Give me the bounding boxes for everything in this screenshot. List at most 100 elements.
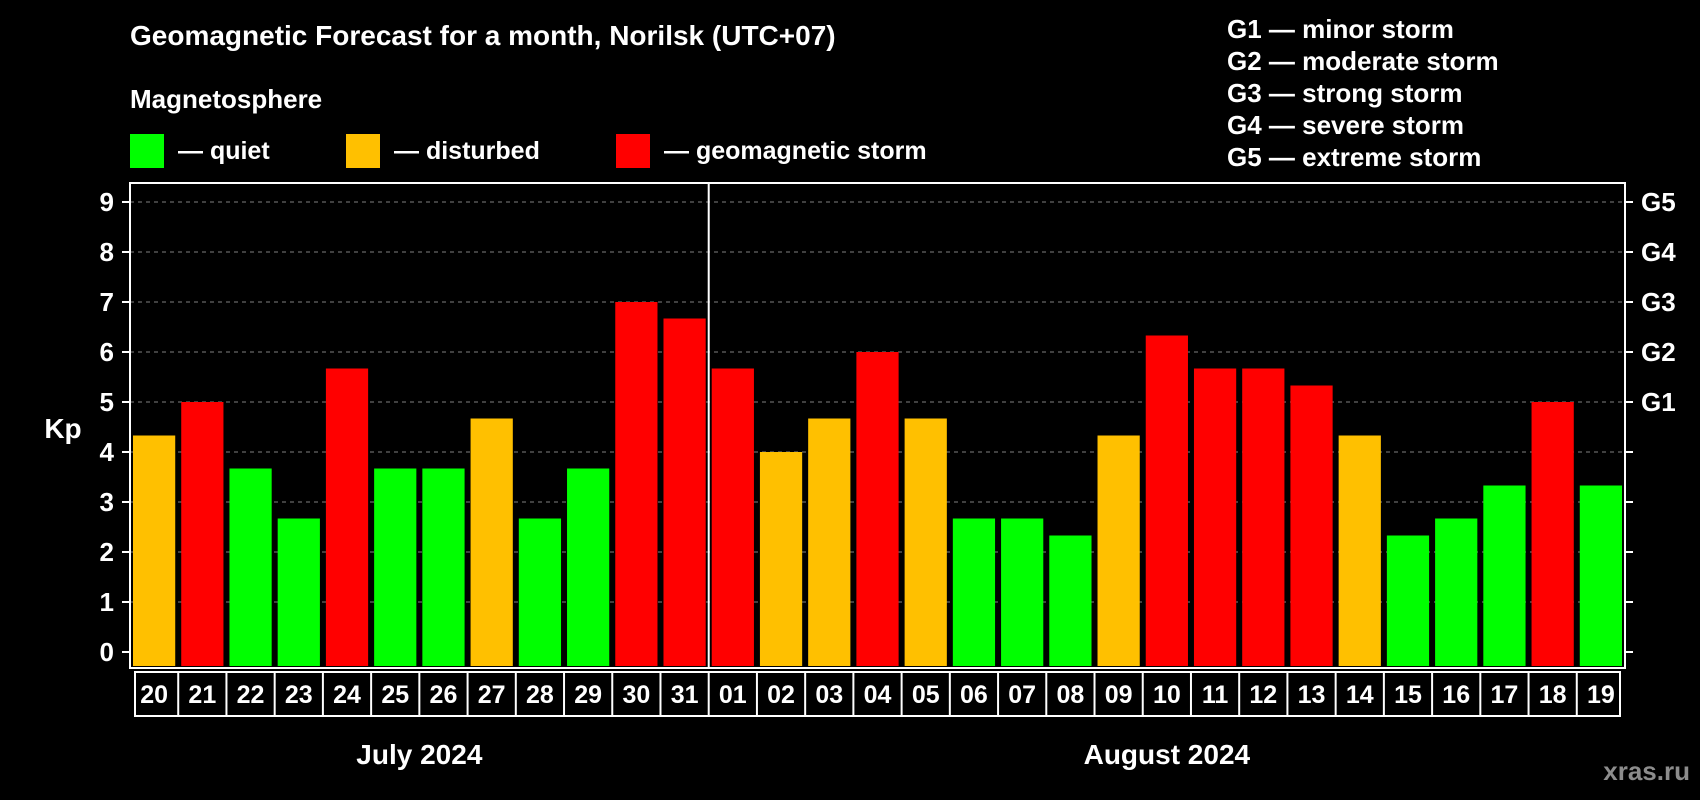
date-label-20: 09: [1105, 681, 1133, 709]
bar-17: [1483, 485, 1526, 666]
watermark: xras.ru: [1603, 756, 1690, 786]
bar-15: [1386, 535, 1430, 666]
date-label-26: 15: [1394, 681, 1422, 709]
right-axis-label-g1: G1: [1641, 387, 1676, 417]
date-label-25: 14: [1346, 681, 1374, 709]
date-label-18: 07: [1008, 681, 1036, 709]
storm-scale-g5: G5 — extreme storm: [1227, 142, 1482, 172]
storm-scale-g4: G4 — severe storm: [1227, 110, 1465, 140]
bar-14: [1338, 435, 1381, 666]
legend-item-disturbed: — disturbed: [346, 134, 540, 168]
y-tick-label-7: 7: [100, 287, 114, 317]
date-label-9: 29: [574, 681, 602, 709]
bar-12: [1242, 368, 1285, 666]
bar-02: [759, 452, 803, 666]
date-label-7: 27: [478, 681, 506, 709]
bar-06: [952, 518, 996, 666]
date-row-frame: [134, 671, 1621, 717]
y-tick-label-6: 6: [100, 337, 114, 367]
bar-26: [422, 468, 465, 666]
date-label-8: 28: [526, 681, 554, 709]
bar-30: [615, 302, 658, 666]
legend-swatch-storm: [616, 134, 650, 168]
storm-scale-list: G1 — minor storm G2 — moderate storm G3 …: [1227, 13, 1499, 173]
right-axis-label-g4: G4: [1641, 237, 1676, 267]
date-label-24: 13: [1298, 681, 1326, 709]
bar-16: [1435, 518, 1478, 666]
date-label-4: 24: [333, 681, 361, 709]
legend-item-storm: — geomagnetic storm: [616, 134, 927, 168]
date-label-1: 21: [188, 681, 216, 709]
date-label-12: 01: [719, 681, 747, 709]
bar-27: [470, 418, 513, 666]
date-label-17: 06: [960, 681, 988, 709]
legend-label-storm: — geomagnetic storm: [664, 136, 927, 165]
bar-19: [1579, 485, 1622, 666]
bar-05: [904, 418, 947, 666]
legend-label-disturbed: — disturbed: [394, 136, 540, 165]
y-tick-label-8: 8: [100, 237, 114, 267]
date-label-15: 04: [864, 681, 892, 709]
date-label-21: 10: [1153, 681, 1181, 709]
bar-10: [1145, 335, 1188, 666]
bar-01: [711, 368, 754, 666]
date-label-11: 31: [671, 681, 699, 709]
month-label-1: August 2024: [1084, 739, 1251, 770]
legend-heading: Magnetosphere: [130, 84, 323, 114]
right-axis-label-g3: G3: [1641, 287, 1676, 317]
date-label-5: 25: [381, 681, 409, 709]
date-label-14: 03: [815, 681, 843, 709]
date-label-13: 02: [767, 681, 795, 709]
date-label-23: 12: [1249, 681, 1277, 709]
date-label-3: 23: [285, 681, 313, 709]
bar-23: [277, 518, 320, 666]
bar-29: [567, 468, 610, 666]
plot-frame: [129, 182, 1626, 669]
bar-09: [1097, 435, 1140, 666]
y-tick-label-5: 5: [100, 387, 114, 417]
bar-25: [374, 468, 417, 666]
legend-swatch-disturbed: [346, 134, 380, 168]
y-axis-title: Kp: [44, 413, 81, 444]
right-axis-label-g2: G2: [1641, 337, 1676, 367]
y-tick-label-4: 4: [100, 437, 115, 467]
bar-24: [325, 368, 369, 666]
bar-31: [663, 318, 706, 666]
y-tick-label-3: 3: [100, 487, 114, 517]
date-label-0: 20: [140, 681, 168, 709]
bar-18: [1531, 402, 1574, 666]
month-label-0: July 2024: [356, 739, 483, 770]
bar-20: [133, 435, 176, 666]
bar-28: [518, 518, 562, 666]
date-label-27: 16: [1442, 681, 1470, 709]
bar-13: [1290, 385, 1333, 666]
date-label-22: 11: [1202, 681, 1229, 709]
date-label-29: 18: [1539, 681, 1567, 709]
bar-04: [856, 352, 899, 666]
storm-scale-g1: G1 — minor storm: [1227, 14, 1454, 44]
date-label-6: 26: [430, 681, 458, 709]
date-label-16: 05: [912, 681, 940, 709]
bar-08: [1049, 535, 1092, 666]
chart-title: Geomagnetic Forecast for a month, Norils…: [130, 20, 836, 51]
storm-scale-g3: G3 — strong storm: [1227, 78, 1463, 108]
storm-scale-g2: G2 — moderate storm: [1227, 46, 1499, 76]
date-label-28: 17: [1491, 681, 1519, 709]
y-tick-label-2: 2: [100, 537, 114, 567]
bar-21: [181, 402, 224, 666]
bar-11: [1193, 368, 1237, 666]
date-label-19: 08: [1056, 681, 1084, 709]
legend-swatch-quiet: [130, 134, 164, 168]
right-axis-label-g5: G5: [1641, 187, 1676, 217]
legend-label-quiet: — quiet: [178, 136, 270, 165]
y-tick-label-9: 9: [100, 187, 114, 217]
date-label-10: 30: [622, 681, 650, 709]
date-label-30: 19: [1587, 681, 1615, 709]
bar-07: [1001, 518, 1044, 666]
bar-22: [229, 468, 272, 666]
legend-item-quiet: — quiet: [130, 134, 270, 168]
y-tick-label-1: 1: [100, 587, 114, 617]
date-label-2: 22: [237, 681, 265, 709]
bar-03: [808, 418, 851, 666]
